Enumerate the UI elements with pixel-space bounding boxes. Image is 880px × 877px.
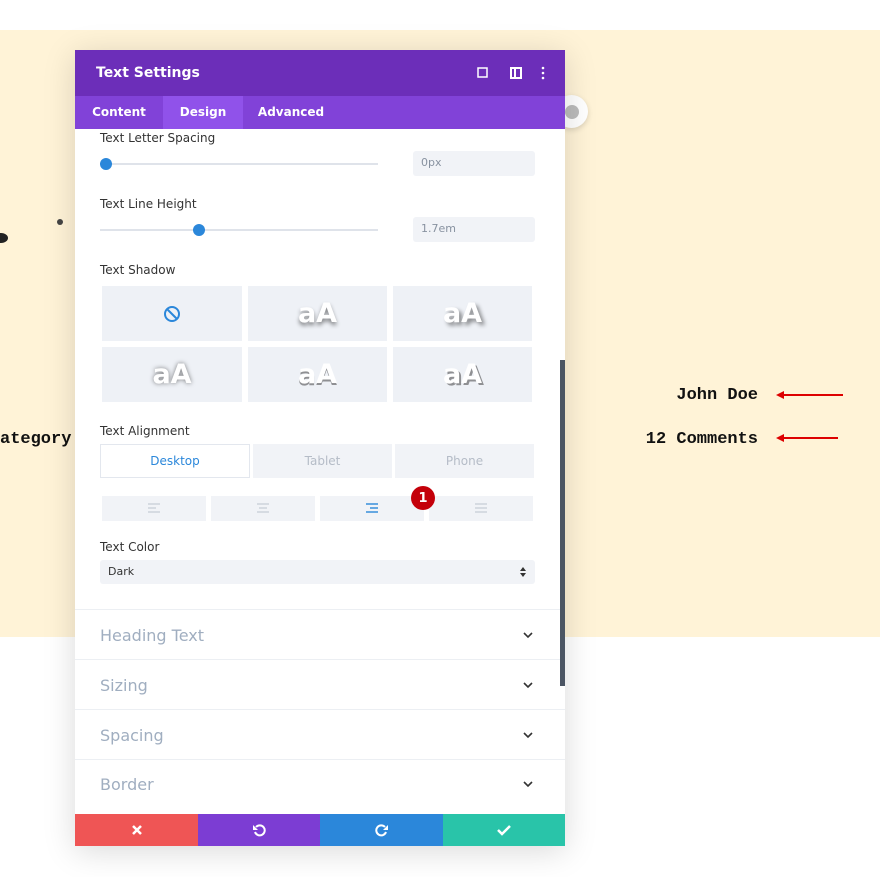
alignment-buttons[interactable] xyxy=(102,496,534,522)
section-title[interactable]: Heading Text xyxy=(100,626,205,645)
undo-button[interactable] xyxy=(198,814,320,846)
modal-header: Text Settings xyxy=(75,50,565,96)
category-text: ategory : xyxy=(0,430,92,449)
shadow-preview[interactable]: aA xyxy=(102,347,242,402)
tab[interactable]: Advanced xyxy=(257,105,325,119)
save-button[interactable] xyxy=(443,814,565,846)
slider-handle[interactable] xyxy=(193,224,205,236)
label: Text Line Height xyxy=(100,197,197,211)
dot xyxy=(0,233,8,243)
device-tab-active[interactable]: Desktop xyxy=(100,444,250,478)
label: Text Letter Spacing xyxy=(100,131,216,145)
scrollbar[interactable] xyxy=(560,360,565,686)
slider-handle[interactable] xyxy=(100,158,112,170)
shadow-none[interactable] xyxy=(102,286,242,341)
select[interactable]: Dark xyxy=(100,560,535,584)
slider-track xyxy=(100,163,378,165)
tab[interactable]: Content xyxy=(92,105,146,119)
badge: 1 xyxy=(411,486,435,510)
tab-bar: Content Design Advanced xyxy=(75,96,565,129)
shadow-preview[interactable]: aA xyxy=(248,347,387,402)
section-title[interactable]: Spacing xyxy=(100,726,164,745)
shadow-preview[interactable]: aA xyxy=(393,347,532,402)
dot xyxy=(57,219,63,225)
arrows xyxy=(776,391,843,442)
divider xyxy=(75,609,565,610)
settings-modal: Text Settings Content Design Advanced Te… xyxy=(75,50,565,846)
chevrons xyxy=(523,632,533,788)
select-arrow xyxy=(520,567,526,577)
comments-text: 12 Comments xyxy=(645,430,758,449)
slider-track xyxy=(100,229,378,231)
device-tab[interactable]: Tablet xyxy=(253,444,392,478)
divider xyxy=(75,659,565,660)
label: Text Shadow xyxy=(100,263,176,277)
tab-active[interactable]: Design xyxy=(163,96,243,129)
label: Text Color xyxy=(100,540,160,554)
shadow-preview[interactable]: aA xyxy=(248,286,387,341)
device-tab[interactable]: Phone xyxy=(395,444,534,478)
redo-button[interactable] xyxy=(320,814,443,846)
author-text: John Doe xyxy=(676,386,758,405)
section-title[interactable]: Border xyxy=(100,775,154,794)
divider xyxy=(75,709,565,710)
divider xyxy=(75,759,565,760)
header-icons[interactable] xyxy=(475,65,555,81)
shadow-preview[interactable]: aA xyxy=(393,286,532,341)
cancel-button[interactable] xyxy=(75,814,198,846)
label: Text Alignment xyxy=(100,424,190,438)
input[interactable]: 0px xyxy=(413,151,535,176)
input[interactable]: 1.7em xyxy=(413,217,535,242)
section-title[interactable]: Sizing xyxy=(100,676,148,695)
modal-title: Text Settings xyxy=(96,65,200,81)
